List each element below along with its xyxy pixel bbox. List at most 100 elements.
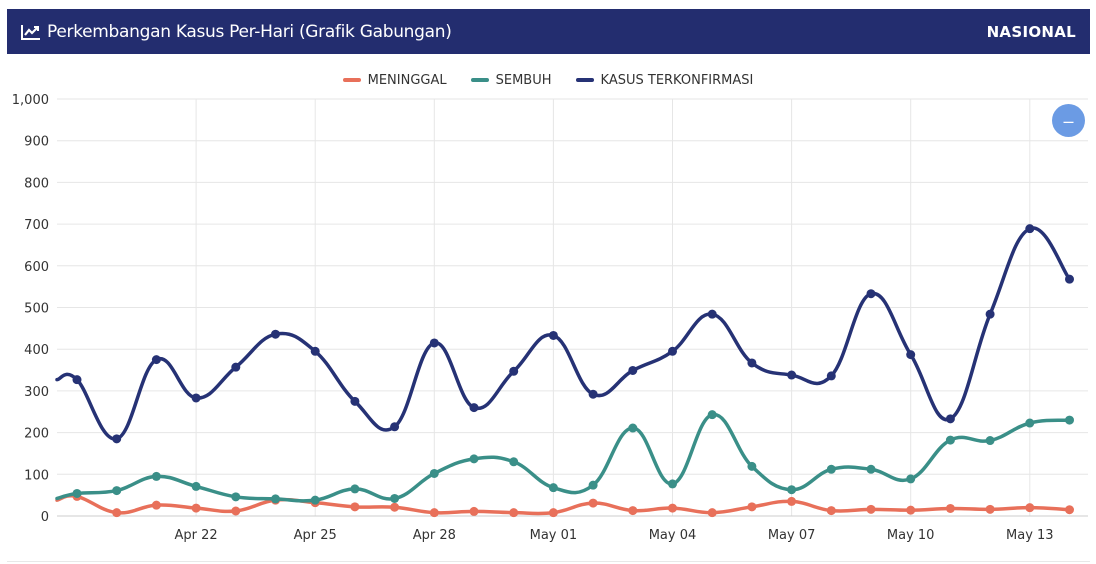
data-point-kasus-terkonfirmasi: [151, 355, 161, 365]
y-tick-label: 900: [24, 135, 49, 150]
data-point-kasus-terkonfirmasi: [747, 358, 757, 368]
data-point-sembuh: [191, 481, 201, 491]
data-point-meninggal: [866, 504, 876, 514]
data-point-kasus-terkonfirmasi: [72, 375, 82, 385]
data-point-meninggal: [350, 502, 360, 512]
legend-item-meninggal[interactable]: MENINGGAL: [342, 72, 447, 88]
data-point-sembuh: [945, 435, 955, 445]
chart-title: Perkembangan Kasus Per-Hari (Grafik Gabu…: [47, 21, 452, 42]
data-point-sembuh: [826, 464, 836, 474]
panel-bottom-border: [7, 561, 1090, 562]
data-point-meninggal: [429, 508, 439, 518]
x-tick-label: Apr 25: [294, 528, 337, 543]
data-point-kasus-terkonfirmasi: [231, 362, 241, 372]
data-point-sembuh: [906, 474, 916, 484]
data-point-meninggal: [469, 506, 479, 516]
data-point-kasus-terkonfirmasi: [1025, 224, 1035, 234]
legend-item-kasus-terkonfirmasi[interactable]: KASUS TERKONFIRMASI: [575, 72, 754, 88]
data-point-sembuh: [469, 454, 479, 464]
chart-legend: MENINGGAL SEMBUH KASUS TERKONFIRMASI: [0, 70, 1096, 90]
data-point-kasus-terkonfirmasi: [1065, 274, 1074, 284]
data-point-kasus-terkonfirmasi: [668, 346, 677, 356]
data-point-meninggal: [112, 508, 122, 518]
data-point-meninggal: [1065, 505, 1074, 515]
data-point-sembuh: [866, 464, 876, 474]
header-title-group: Perkembangan Kasus Per-Hari (Grafik Gabu…: [21, 22, 452, 42]
data-point-meninggal: [747, 502, 757, 512]
series-line-sembuh: [55, 412, 1072, 503]
data-point-meninggal: [826, 506, 836, 516]
data-point-kasus-terkonfirmasi: [350, 396, 360, 406]
data-point-meninggal: [191, 503, 201, 513]
legend-swatch-kasus-terkonfirmasi: [575, 78, 594, 82]
x-tick-label: May 04: [649, 528, 697, 543]
data-point-meninggal: [628, 506, 638, 516]
series-line-meninggal: [55, 494, 1072, 516]
data-point-sembuh: [707, 410, 717, 420]
legend-swatch-meninggal: [342, 78, 361, 82]
x-tick-label: Apr 22: [175, 528, 218, 543]
data-point-kasus-terkonfirmasi: [707, 309, 717, 319]
y-tick-label: 300: [24, 385, 49, 400]
data-point-sembuh: [72, 488, 82, 498]
data-point-meninggal: [509, 508, 519, 518]
data-point-sembuh: [787, 485, 797, 495]
data-point-kasus-terkonfirmasi: [866, 289, 876, 299]
y-tick-label: 1,000: [12, 93, 49, 108]
data-point-meninggal: [1025, 503, 1035, 513]
x-tick-label: Apr 28: [413, 528, 456, 543]
data-point-kasus-terkonfirmasi: [112, 434, 122, 444]
data-point-sembuh: [668, 479, 677, 489]
data-point-kasus-terkonfirmasi: [271, 329, 280, 339]
data-point-sembuh: [747, 461, 757, 471]
x-tick-label: May 10: [887, 528, 935, 543]
data-point-kasus-terkonfirmasi: [628, 365, 638, 375]
y-tick-label: 700: [24, 218, 49, 233]
data-point-kasus-terkonfirmasi: [906, 350, 916, 360]
data-point-meninggal: [985, 504, 995, 514]
y-tick-label: 100: [24, 468, 49, 483]
data-point-kasus-terkonfirmasi: [469, 403, 479, 413]
legend-item-sembuh[interactable]: SEMBUH: [470, 72, 552, 88]
data-point-meninggal: [707, 508, 717, 518]
collapse-button[interactable]: –: [1052, 104, 1085, 137]
data-point-meninggal: [906, 505, 916, 515]
x-tick-label: May 07: [768, 528, 816, 543]
legend-label-sembuh: SEMBUH: [495, 72, 552, 88]
y-tick-label: 400: [24, 343, 49, 358]
legend-label-meninggal: MENINGGAL: [367, 72, 447, 88]
data-point-sembuh: [429, 468, 439, 478]
legend-swatch-sembuh: [470, 78, 489, 82]
y-tick-label: 500: [24, 302, 49, 317]
data-point-sembuh: [588, 480, 598, 490]
data-point-kasus-terkonfirmasi: [787, 370, 797, 380]
data-point-sembuh: [985, 436, 995, 446]
y-tick-label: 0: [41, 510, 49, 525]
data-point-kasus-terkonfirmasi: [509, 366, 519, 376]
y-tick-label: 800: [24, 176, 49, 191]
y-tick-label: 600: [24, 260, 49, 275]
data-point-kasus-terkonfirmasi: [945, 414, 955, 424]
data-point-sembuh: [390, 493, 400, 503]
line-chart-icon: [21, 24, 40, 40]
minus-icon: –: [1063, 110, 1074, 131]
data-point-meninggal: [231, 506, 241, 516]
x-tick-label: May 13: [1006, 528, 1054, 543]
data-point-sembuh: [628, 423, 638, 433]
scope-badge: NASIONAL: [986, 22, 1076, 41]
data-point-kasus-terkonfirmasi: [588, 389, 598, 399]
data-point-meninggal: [390, 502, 400, 512]
data-point-meninggal: [548, 508, 558, 518]
data-point-meninggal: [787, 496, 797, 506]
data-point-kasus-terkonfirmasi: [191, 393, 201, 403]
series-line-kasus-terkonfirmasi: [55, 226, 1072, 441]
data-point-sembuh: [548, 483, 558, 493]
data-point-sembuh: [112, 486, 122, 496]
data-point-sembuh: [271, 494, 280, 504]
data-point-kasus-terkonfirmasi: [310, 346, 320, 356]
x-tick-label: May 01: [530, 528, 578, 543]
data-point-sembuh: [1065, 415, 1074, 425]
legend-label-kasus-terkonfirmasi: KASUS TERKONFIRMASI: [600, 72, 754, 88]
data-point-meninggal: [945, 503, 955, 513]
